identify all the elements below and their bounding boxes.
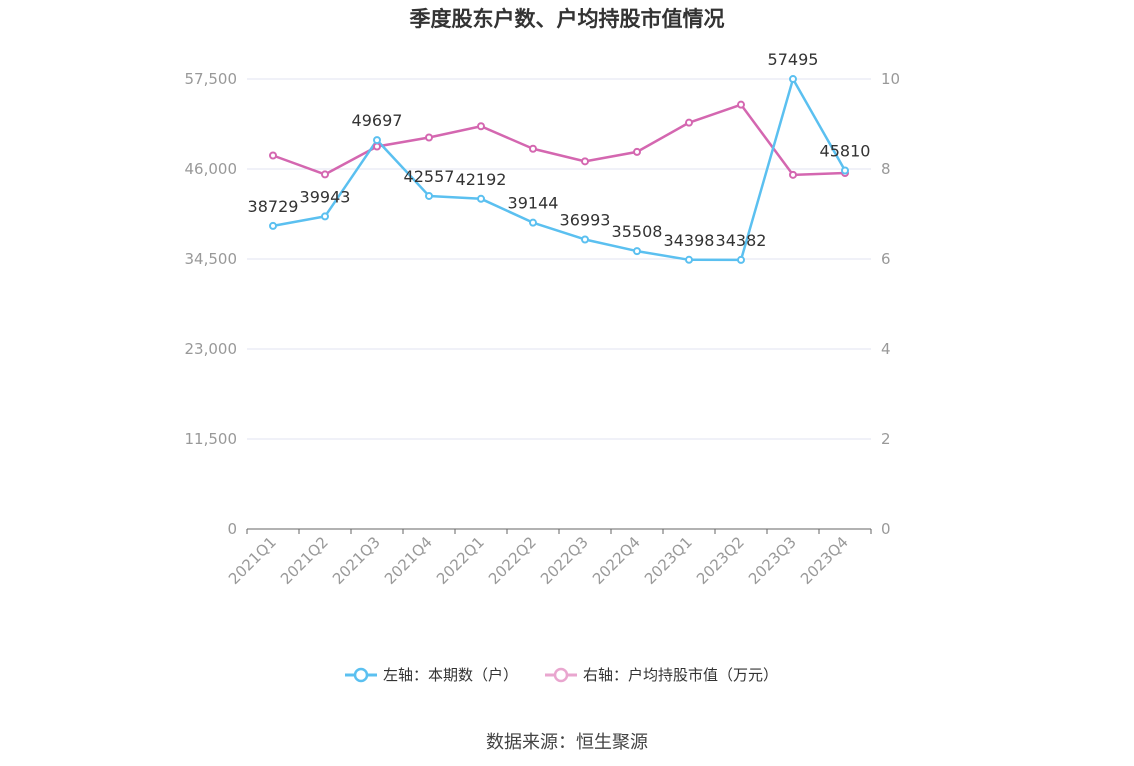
point-market-value [373,142,381,151]
y-left-tick-label: 23,000 [185,340,238,358]
legend-left-marker-icon [345,667,377,682]
x-tick-label: 2023Q4 [797,533,852,588]
y-right-tick-label: 4 [881,340,891,358]
line-chart: 0 0 11,500 2 23,000 4 34,500 6 46,000 8 57,500 10 20… [185,50,901,588]
legend-right-label: 右轴：户均持股市值（万元） [583,666,779,684]
legend-left-label: 左轴：本期数（户） [383,666,519,684]
point-shareholders [737,255,745,264]
data-label-shareholders: 38729 [248,197,299,216]
legend-item-right-series[interactable]: 右轴：户均持股市值（万元） [545,664,778,685]
point-shareholders [477,194,485,203]
y-left-tick-label: 0 [227,520,237,538]
x-tick-label: 2021Q2 [277,533,332,588]
x-tick-label: 2022Q1 [433,533,488,588]
x-tick-label: 2023Q2 [693,533,748,588]
data-label-shareholders: 34382 [716,231,767,250]
y-right-tick-label: 8 [881,160,891,178]
y-left-tick-label: 46,000 [185,160,238,178]
point-market-value [321,170,329,179]
point-shareholders [321,212,329,221]
x-tick-label: 2021Q4 [381,533,436,588]
data-label-shareholders: 45810 [820,141,871,160]
y-right-tick-label: 6 [881,250,891,268]
x-tick-label: 2021Q1 [225,533,280,588]
x-tick-label: 2021Q3 [329,533,384,588]
point-market-value [477,122,485,131]
x-tick-label: 2022Q3 [537,533,592,588]
point-market-value [529,144,537,153]
point-shareholders [529,218,537,227]
data-label-shareholders: 36993 [560,210,611,229]
data-label-shareholders: 57495 [768,50,819,69]
legend: 左轴：本期数（户） 右轴：户均持股市值（万元） [0,664,1134,688]
point-market-value [789,170,797,179]
y-right-tick-label: 10 [881,70,900,88]
point-market-value [581,157,589,166]
point-market-value [685,118,693,127]
point-shareholders [633,247,641,256]
point-shareholders [373,136,381,145]
x-tick-label: 2023Q3 [745,533,800,588]
y-left-tick-label: 57,500 [185,70,238,88]
point-market-value [269,151,277,160]
point-shareholders [841,166,849,175]
legend-item-left-series[interactable]: 左轴：本期数（户） [345,664,518,685]
chart-title: 季度股东户数、户均持股市值情况 [409,7,725,31]
point-market-value [425,133,433,142]
y-left-tick-label: 11,500 [185,430,238,448]
x-tick-label: 2023Q1 [641,533,696,588]
point-shareholders [581,235,589,244]
y-left-tick-label: 34,500 [185,250,238,268]
x-tick-label: 2022Q4 [589,533,644,588]
y-right-tick-label: 0 [881,520,891,538]
series-line-shareholders [272,77,847,262]
data-label-shareholders: 34398 [664,231,715,250]
y-right-tick-label: 2 [881,430,891,448]
data-label-shareholders: 42192 [456,170,507,189]
data-label-shareholders: 35508 [612,222,663,241]
data-label-shareholders: 49697 [352,111,403,130]
point-shareholders [269,221,277,230]
legend-right-marker-icon [545,667,577,682]
point-shareholders [425,191,433,200]
point-shareholders [789,75,797,84]
data-label-shareholders: 42557 [404,167,455,186]
point-shareholders [685,255,693,264]
data-source: 数据来源：恒生聚源 [486,732,648,753]
point-market-value [633,147,641,156]
data-label-shareholders: 39943 [300,187,351,206]
x-tick-label: 2022Q2 [485,533,540,588]
point-market-value [737,100,745,109]
data-label-shareholders: 39144 [508,194,559,213]
